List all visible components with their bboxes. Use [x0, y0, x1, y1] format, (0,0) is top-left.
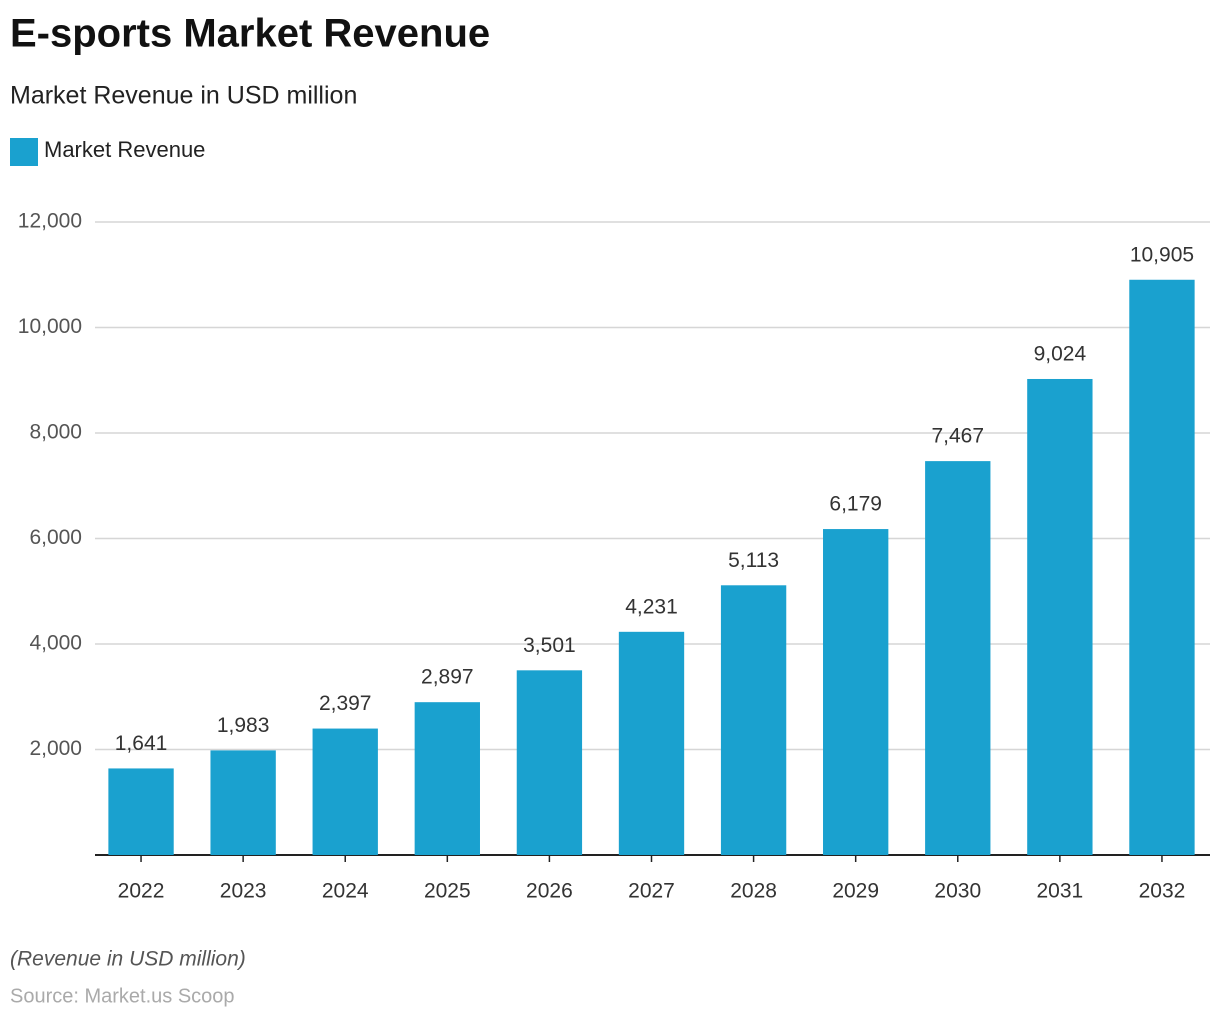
bar — [823, 529, 889, 855]
y-tick-label: 10,000 — [18, 315, 82, 338]
chart-subtitle: Market Revenue in USD million — [10, 82, 357, 110]
x-tick-label: 2027 — [628, 880, 675, 903]
x-tick-label: 2024 — [322, 880, 369, 903]
legend-swatch — [10, 138, 38, 166]
x-tick-label: 2031 — [1037, 880, 1084, 903]
value-label: 3,501 — [523, 634, 576, 657]
value-label: 2,897 — [421, 666, 474, 689]
note: (Revenue in USD million) — [10, 948, 246, 971]
bar — [618, 631, 685, 855]
bar — [720, 585, 787, 855]
value-label: 1,641 — [115, 732, 168, 755]
x-tick-label: 2026 — [526, 880, 573, 903]
bar — [1027, 378, 1093, 855]
x-tick-label: 2022 — [118, 880, 165, 903]
x-tick-label: 2030 — [934, 880, 981, 903]
bar — [312, 728, 378, 855]
bar — [210, 750, 276, 855]
x-tick-label: 2028 — [730, 880, 777, 903]
bar — [925, 461, 991, 855]
value-label: 6,179 — [829, 493, 882, 516]
value-label: 5,113 — [728, 549, 779, 572]
chart-title: E-sports Market Revenue — [10, 12, 490, 56]
value-label: 9,024 — [1034, 343, 1087, 366]
x-tick-label: 2029 — [832, 880, 879, 903]
x-tick-label: 2023 — [220, 880, 267, 903]
bar — [414, 702, 480, 855]
y-tick-label: 2,000 — [29, 737, 82, 760]
source: Source: Market.us Scoop — [10, 985, 235, 1007]
bar — [108, 768, 174, 855]
y-tick-label: 6,000 — [29, 526, 82, 549]
value-label: 1,983 — [217, 714, 270, 737]
value-label: 2,397 — [319, 692, 372, 715]
bar — [516, 670, 583, 855]
y-tick-label: 8,000 — [29, 421, 82, 444]
bar — [1129, 279, 1195, 856]
y-tick-label: 4,000 — [29, 632, 82, 655]
legend-label: Market Revenue — [44, 137, 205, 162]
value-label: 4,231 — [625, 595, 678, 618]
y-tick-label: 12,000 — [18, 210, 82, 233]
value-label: 10,905 — [1130, 243, 1194, 266]
x-tick-label: 2025 — [424, 880, 471, 903]
x-tick-label: 2032 — [1139, 880, 1186, 903]
value-label: 7,467 — [931, 425, 984, 448]
